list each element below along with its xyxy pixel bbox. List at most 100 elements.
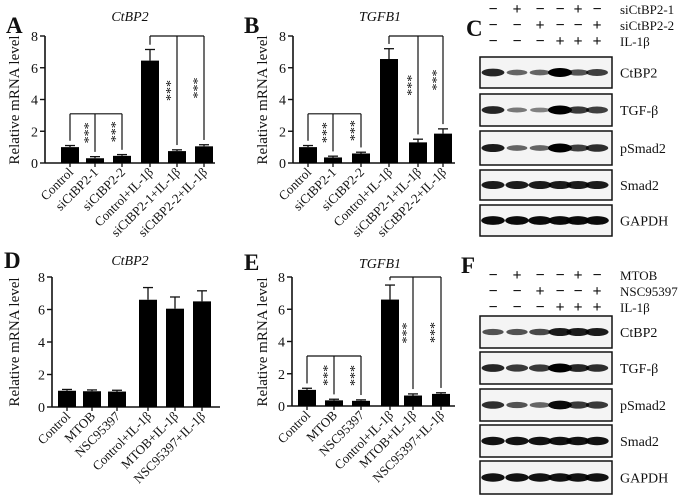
protein-band	[529, 328, 551, 336]
y-tick-label: 2	[31, 125, 38, 140]
y-tick-label: 6	[38, 304, 45, 319]
panel-letter: D	[4, 248, 21, 273]
protein-band	[530, 107, 550, 113]
protein-band	[585, 364, 609, 372]
chart-title: TGFB1	[359, 10, 401, 25]
western-blot-panel-f: F − + − − + − MTOB− − + − − + NSC95397− − − + + + IL-1βCtBP…	[461, 253, 678, 495]
protein-band	[585, 180, 609, 190]
blot-row-label: GAPDH	[620, 215, 668, 230]
protein-band	[481, 401, 505, 409]
protein-band	[506, 328, 528, 336]
y-tick-label: 0	[279, 157, 286, 172]
condition-label: MTOB	[620, 268, 658, 283]
y-axis-label: Relative mRNA level	[255, 35, 271, 164]
condition-sign: −	[535, 1, 544, 18]
bar	[409, 142, 427, 163]
protein-band	[566, 180, 590, 190]
protein-band	[528, 180, 552, 190]
protein-band	[566, 473, 590, 482]
condition-sign: +	[573, 33, 582, 50]
y-tick-label: 4	[278, 336, 285, 351]
bar	[168, 151, 186, 163]
condition-sign: +	[555, 33, 564, 50]
condition-label: NSC95397	[620, 284, 678, 299]
significance-stars: ***	[400, 323, 415, 344]
bar	[86, 158, 104, 163]
bar	[61, 147, 79, 163]
condition-sign: −	[488, 33, 497, 50]
condition-sign: −	[555, 283, 564, 300]
condition-sign: −	[488, 17, 497, 34]
protein-band	[586, 106, 608, 114]
protein-band	[482, 328, 504, 336]
bar	[404, 395, 422, 406]
protein-band	[529, 69, 551, 76]
panel-letter: A	[6, 13, 23, 38]
protein-band	[481, 473, 505, 482]
condition-sign: +	[592, 299, 601, 316]
protein-band	[506, 107, 528, 113]
y-tick-label: 2	[38, 369, 45, 384]
bar	[113, 155, 131, 163]
condition-sign: +	[555, 299, 564, 316]
y-tick-label: 8	[279, 30, 286, 45]
condition-sign: −	[535, 33, 544, 50]
significance-stars: ***	[109, 121, 124, 142]
y-axis-label: Relative mRNA level	[7, 277, 23, 406]
protein-band	[506, 69, 528, 76]
y-tick-label: 8	[31, 30, 38, 45]
significance-stars: ***	[348, 365, 363, 386]
bar	[141, 60, 159, 164]
bar	[352, 400, 370, 406]
chart-title: CtBP2	[111, 254, 148, 269]
condition-sign: −	[488, 283, 497, 300]
protein-band	[481, 106, 505, 114]
protein-band	[529, 145, 551, 151]
panel-letter: B	[244, 13, 259, 38]
condition-sign: −	[488, 1, 497, 18]
condition-sign: +	[592, 283, 601, 300]
bar	[325, 400, 343, 406]
protein-band	[481, 68, 505, 77]
blot-row-label: TGF-β	[620, 104, 658, 119]
bar	[324, 157, 342, 163]
protein-band	[506, 401, 528, 409]
condition-sign: −	[488, 299, 497, 316]
protein-band	[528, 216, 552, 225]
protein-band	[529, 402, 551, 408]
protein-band	[566, 327, 590, 337]
significance-stars: ***	[430, 70, 445, 91]
protein-band	[548, 180, 572, 190]
protein-band	[548, 68, 572, 77]
condition-sign: −	[573, 17, 582, 34]
condition-sign: −	[512, 299, 521, 316]
condition-sign: +	[573, 267, 582, 284]
western-blot-panel-c: C− + − − + − siCtBP2-1− − + − − + siCtBP2-2− − − + + + IL-…	[466, 1, 674, 237]
condition-sign: +	[512, 267, 521, 284]
significance-stars: ***	[321, 365, 336, 386]
condition-sign: +	[535, 283, 544, 300]
bar	[381, 299, 399, 406]
bar	[352, 153, 370, 163]
y-axis-label: Relative mRNA level	[255, 277, 271, 406]
y-axis-label: Relative mRNA level	[7, 35, 23, 164]
protein-band	[506, 145, 528, 151]
blot-row-label: Smad2	[620, 435, 659, 450]
condition-sign: −	[592, 1, 601, 18]
y-tick-label: 8	[278, 271, 285, 286]
significance-stars: ***	[405, 75, 420, 96]
bar	[432, 393, 450, 406]
protein-band	[548, 400, 572, 410]
bar	[166, 308, 184, 407]
protein-band	[481, 436, 505, 446]
condition-sign: +	[592, 33, 601, 50]
bar	[108, 391, 126, 407]
bar	[195, 146, 213, 163]
condition-sign: −	[512, 17, 521, 34]
bar	[139, 299, 157, 407]
condition-sign: −	[555, 1, 564, 18]
condition-sign: +	[573, 299, 582, 316]
